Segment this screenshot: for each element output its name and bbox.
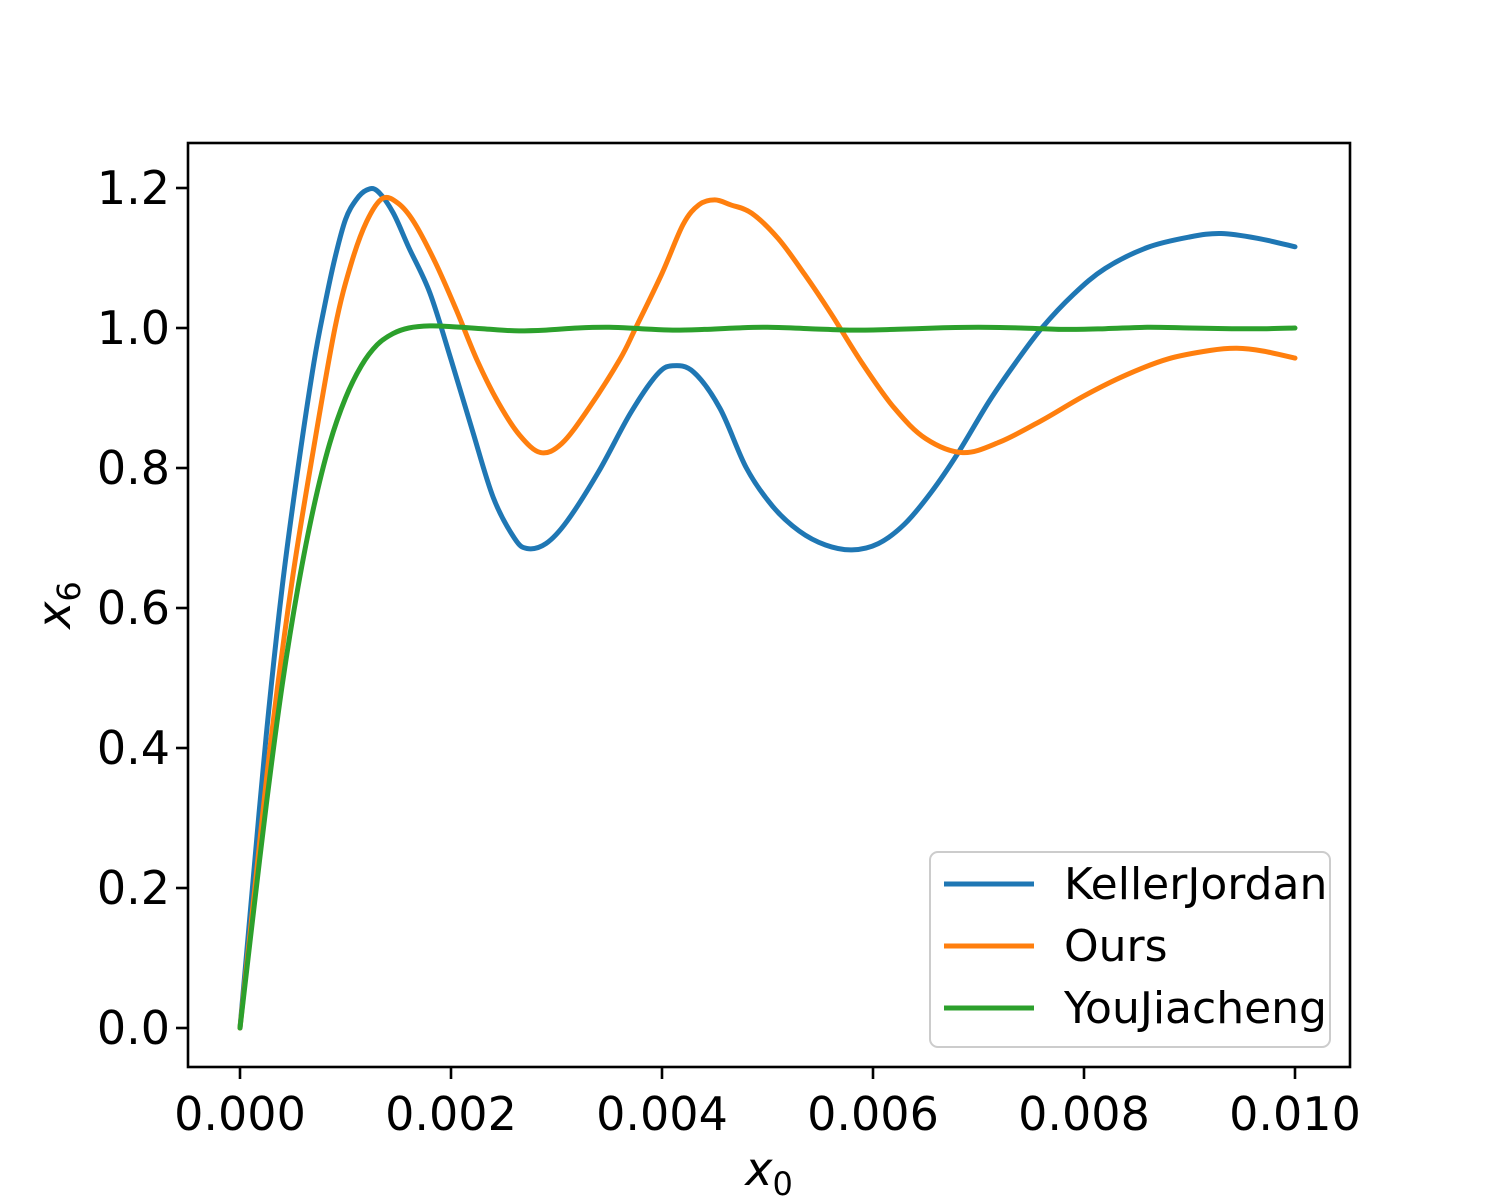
plot-area <box>186 141 1352 1069</box>
legend: KellerJordan Ours YouJiacheng <box>929 851 1331 1048</box>
y-axis-tick: 1.0 <box>97 301 188 355</box>
plot-series <box>237 185 1298 1031</box>
y-axis-tick: 1.2 <box>97 161 188 215</box>
x-axis-tick: 0.006 <box>807 1067 939 1141</box>
x-axis-tick: 0.004 <box>596 1067 728 1141</box>
x-axis-tick: 0.000 <box>174 1067 306 1141</box>
x-axis: 0.000 0.002 0.004 0.006 0.008 0.010 <box>174 1067 1361 1141</box>
y-tick-label: 0.2 <box>97 861 170 915</box>
legend-item-youjiacheng: YouJiacheng <box>944 983 1327 1034</box>
series-line-youjiacheng <box>237 323 1298 1031</box>
legend-item-ours: Ours <box>944 921 1168 972</box>
x-tick-label: 0.010 <box>1229 1087 1361 1141</box>
y-tick-label: 0.8 <box>97 441 170 495</box>
y-axis-tick: 0.8 <box>97 441 188 495</box>
y-tick-label: 0.4 <box>97 721 170 775</box>
y-axis-tick: 0.4 <box>97 721 188 775</box>
y-tick-label: 1.0 <box>97 301 170 355</box>
legend-label-kellerjordan: KellerJordan <box>1064 859 1327 910</box>
x-tick-label: 0.000 <box>174 1087 306 1141</box>
y-axis: 0.0 0.2 0.4 0.6 0.8 1.0 1.2 <box>97 161 188 1055</box>
series-line-kellerjordan <box>237 185 1298 1031</box>
y-tick-label: 0.0 <box>97 1001 170 1055</box>
x-axis-label: x0 <box>743 1142 793 1200</box>
x-axis-tick: 0.002 <box>385 1067 517 1141</box>
x-tick-label: 0.006 <box>807 1087 939 1141</box>
x-axis-tick: 0.008 <box>1018 1067 1150 1141</box>
x-tick-label: 0.004 <box>596 1087 728 1141</box>
x-tick-label: 0.002 <box>385 1087 517 1141</box>
y-axis-tick: 0.2 <box>97 861 188 915</box>
legend-item-kellerjordan: KellerJordan <box>944 859 1327 910</box>
y-axis-tick: 0.0 <box>97 1001 188 1055</box>
y-tick-label: 0.6 <box>97 581 170 635</box>
x-axis-tick: 0.010 <box>1229 1067 1361 1141</box>
legend-label-ours: Ours <box>1064 921 1168 972</box>
y-tick-label: 1.2 <box>97 161 170 215</box>
legend-label-youjiacheng: YouJiacheng <box>1063 983 1327 1034</box>
legend-frame <box>929 851 1331 1048</box>
x-tick-label: 0.008 <box>1018 1087 1150 1141</box>
y-axis-label: x6 <box>27 581 88 631</box>
y-axis-tick: 0.6 <box>97 581 188 635</box>
